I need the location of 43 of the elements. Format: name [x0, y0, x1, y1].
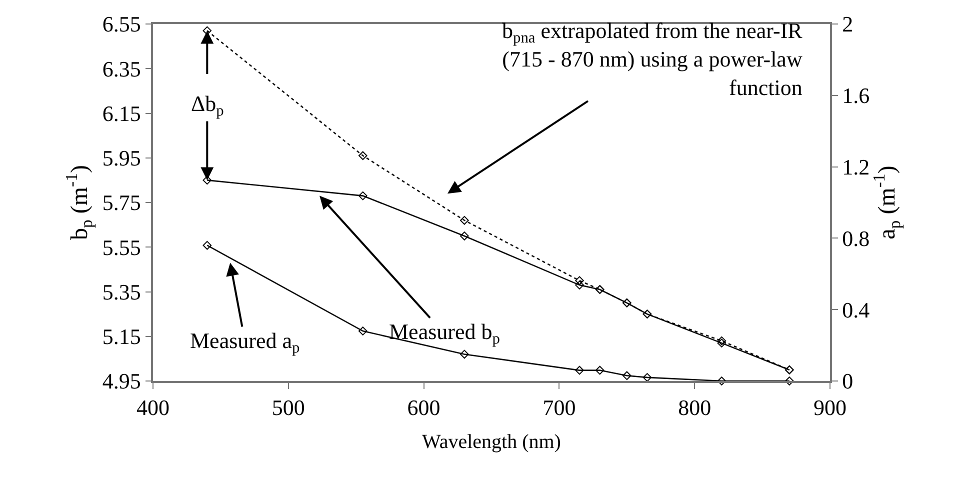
- x-tick-label: 800: [678, 395, 712, 420]
- annotation: b$_{pna}$ extrapolated from the near-IR (715 - 870 nm) using a power-law function: [502, 18, 803, 100]
- point: [642, 373, 652, 382]
- y-tick-label: 6.35: [102, 56, 141, 82]
- x-tick-label: 900: [814, 395, 846, 420]
- annotation: Measured b$_{p}$: [389, 319, 500, 348]
- point: [460, 350, 469, 359]
- y-tick-label: 5.35: [102, 279, 141, 304]
- point: [717, 376, 726, 386]
- y-tick-label: 5.15: [102, 324, 141, 350]
- annotation: Measured a$_{p}$: [190, 328, 300, 357]
- point: [358, 191, 368, 200]
- point: [460, 216, 469, 225]
- y2-tick-label: 0.8: [842, 226, 870, 251]
- point: [358, 151, 368, 160]
- point: [717, 338, 726, 348]
- point: [575, 280, 584, 290]
- point: [717, 336, 726, 346]
- y-tick-label: 5.95: [102, 146, 141, 171]
- point: [784, 376, 794, 386]
- point: [575, 366, 584, 375]
- y-tick-label: 5.55: [102, 234, 141, 260]
- point: [460, 232, 469, 240]
- y-tick-label: 6.55: [102, 12, 141, 37]
- y2-tick-label: 1.6: [842, 83, 870, 108]
- annotation: Δb$_{p}$: [191, 91, 224, 120]
- y2-tick-label: 1.2: [842, 154, 870, 180]
- x-tick-label: 700: [542, 395, 576, 420]
- point: [358, 326, 368, 336]
- y-tick-label: 6.15: [102, 100, 141, 126]
- x-tick-label: 500: [272, 395, 305, 420]
- y-tick-label: 5.75: [102, 190, 141, 216]
- point: [595, 366, 604, 375]
- y2-tick-label: 0.4: [842, 297, 870, 322]
- y2-tick-label: 0: [842, 368, 854, 394]
- x-tick-label: 400: [136, 395, 170, 420]
- point: [202, 240, 212, 250]
- y-tick-label: 4.95: [102, 368, 141, 394]
- point: [575, 276, 584, 285]
- x-axis-title: Wavelength (nm): [422, 431, 561, 454]
- x-tick-label: 600: [407, 395, 440, 420]
- point: [622, 371, 632, 380]
- y2-tick-label: 2: [842, 12, 854, 37]
